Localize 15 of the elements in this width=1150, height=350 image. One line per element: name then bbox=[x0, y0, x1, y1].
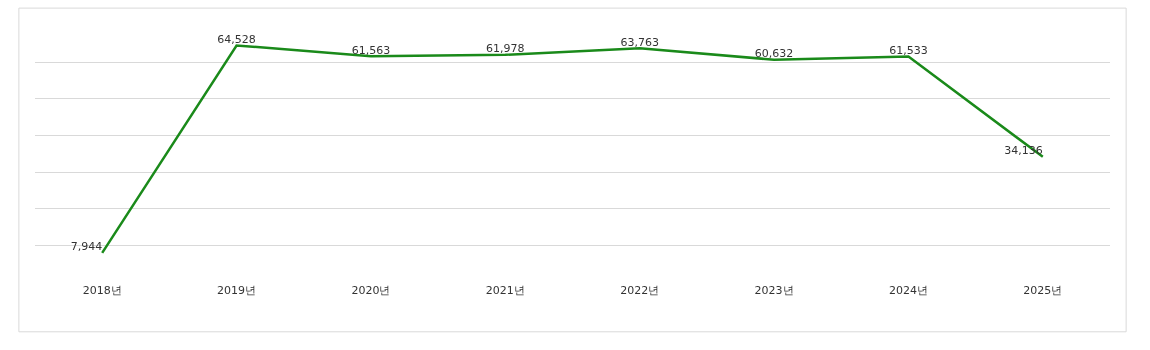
x-tick-label: 2023년 bbox=[754, 284, 794, 297]
data-label: 7,944 bbox=[70, 240, 103, 254]
x-tick-label: 2019년 bbox=[217, 284, 257, 297]
x-tick-label: 2022년 bbox=[620, 284, 660, 297]
x-tick-label: 2020년 bbox=[351, 284, 391, 297]
x-tick-label: 2024년 bbox=[888, 284, 928, 297]
data-label: 61,563 bbox=[351, 43, 391, 57]
x-tick-label: 2021년 bbox=[485, 284, 525, 297]
x-tick-label: 2025년 bbox=[1023, 284, 1063, 297]
data-label: 64,528 bbox=[217, 32, 256, 46]
data-label: 60,632 bbox=[754, 46, 794, 60]
x-tick-label: 2018년 bbox=[82, 284, 122, 297]
data-label: 61,978 bbox=[486, 42, 525, 56]
data-label: 63,763 bbox=[620, 35, 659, 49]
data-label: 61,533 bbox=[889, 43, 928, 57]
